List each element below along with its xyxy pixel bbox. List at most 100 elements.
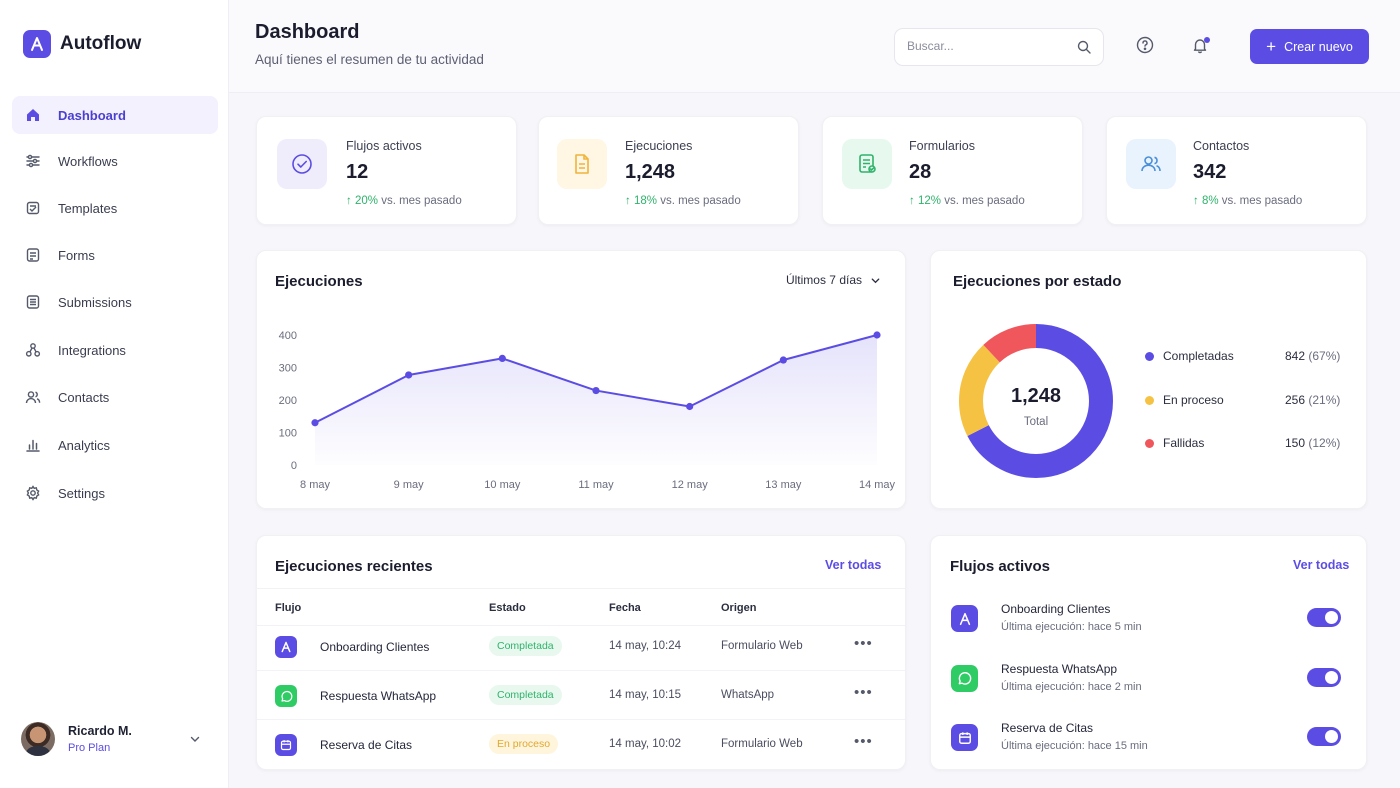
stat-change: ↑ 12% vs. mes pasado [909,195,1025,207]
sidebar-item-integrations[interactable]: Integrations [12,331,218,369]
legend-item-completed: Completadas 842 (67%) [1145,348,1345,366]
create-new-button[interactable]: + Crear nuevo [1250,29,1369,64]
execution-origin: Formulario Web [721,738,803,750]
sidebar-item-label: Contacts [58,389,110,405]
chevron-down-icon[interactable] [189,732,201,750]
column-header-status[interactable]: Estado [489,602,526,614]
y-tick-label: 100 [279,428,297,440]
donut-total-value: 1,248 [1010,385,1062,407]
sidebar-item-templates[interactable]: Templates [12,189,218,227]
stat-label: Contactos [1193,139,1250,153]
form-check-icon [842,139,892,189]
flow-last-run: Última ejecución: hace 15 min [1001,740,1148,752]
active-flows-card: Flujos activos Ver todas Onboarding Clie… [930,535,1367,770]
column-header-flow[interactable]: Flujo [275,602,302,614]
recent-executions-card: Ejecuciones recientes Ver todas Flujo Es… [256,535,906,770]
stat-card-flows[interactable]: Flujos activos 12 ↑ 20% vs. mes pasado [256,116,517,225]
search-box [894,28,1104,66]
executions-chart-title: Ejecuciones [275,273,363,290]
stat-change: ↑ 18% vs. mes pasado [625,195,741,207]
donut-total-label: Total [1023,416,1049,428]
sidebar-item-label: Templates [58,200,118,216]
stat-card-executions[interactable]: Ejecuciones 1,248 ↑ 18% vs. mes pasado [538,116,799,225]
stat-card-forms[interactable]: Formularios 28 ↑ 12% vs. mes pasado [822,116,1083,225]
table-row[interactable]: Reserva de Citas En proceso 14 may, 10:0… [257,720,905,769]
search-input[interactable] [907,39,1067,53]
sidebar-item-label: Workflows [58,153,118,169]
active-flows-see-all-link[interactable]: Ver todas [1293,558,1350,572]
brand[interactable]: Autoflow [23,30,141,58]
x-tick-label: 10 may [484,479,521,491]
range-select[interactable]: Últimos 7 días [786,273,881,287]
table-row[interactable]: Onboarding Clientes Completada 14 may, 1… [257,622,905,671]
page-title: Dashboard [255,21,360,43]
x-tick-label: 12 may [672,479,709,491]
notification-dot [1204,37,1210,43]
document-icon [557,139,607,189]
legend-dot [1145,396,1154,405]
flow-toggle[interactable] [1307,668,1341,687]
sidebar-item-settings[interactable]: Settings [12,474,218,512]
data-point [873,331,881,339]
flow-toggle[interactable] [1307,608,1341,627]
recent-see-all-link[interactable]: Ver todas [825,558,882,572]
more-options-icon[interactable]: ••• [854,684,873,701]
sidebar-item-dashboard[interactable]: Dashboard [12,96,218,134]
table-header [257,588,905,626]
stat-value: 1,248 [625,161,676,183]
table-row[interactable]: Respuesta WhatsApp Completada 14 may, 10… [257,671,905,720]
stat-change: ↑ 8% vs. mes pasado [1193,195,1303,207]
list-item[interactable]: Respuesta WhatsApp Última ejecución: hac… [931,657,1366,705]
calendar-icon [951,724,978,751]
search-icon[interactable] [1077,40,1091,59]
sidebar: Autoflow Dashboard Workflows Templates F… [0,0,229,788]
plus-icon: + [1266,37,1277,56]
execution-origin: Formulario Web [721,640,803,652]
sidebar-item-analytics[interactable]: Analytics [12,426,218,464]
x-tick-label: 8 may [300,479,330,491]
avatar [21,722,55,756]
stat-change: ↑ 20% vs. mes pasado [346,195,462,207]
contacts-icon [25,389,41,405]
y-tick-label: 300 [279,363,297,375]
flow-toggle[interactable] [1307,727,1341,746]
stat-card-contacts[interactable]: Contactos 342 ↑ 8% vs. mes pasado [1106,116,1367,225]
page-subtitle: Aquí tienes el resumen de tu actividad [255,52,484,67]
flow-last-run: Última ejecución: hace 5 min [1001,621,1142,633]
sidebar-item-submissions[interactable]: Submissions [12,283,218,321]
column-header-date[interactable]: Fecha [609,602,641,614]
home-icon [25,107,41,123]
flow-name: Onboarding Clientes [1001,602,1111,616]
column-header-origin[interactable]: Origen [721,602,757,614]
list-item[interactable]: Reserva de Citas Última ejecución: hace … [931,716,1366,764]
whatsapp-icon [951,665,978,692]
bell-icon [1191,36,1209,59]
sidebar-item-forms[interactable]: Forms [12,236,218,274]
list-item[interactable]: Onboarding Clientes Última ejecución: ha… [931,597,1366,645]
x-tick-label: 9 may [394,479,424,491]
active-flows-title: Flujos activos [950,558,1051,575]
autoflow-icon [951,605,978,632]
donut-slice [959,324,1113,478]
legend-name: Fallidas [1163,436,1205,450]
notifications-button[interactable] [1189,36,1211,58]
legend-name: Completadas [1163,349,1234,363]
user-profile[interactable]: Ricardo M. Pro Plan [21,720,211,758]
data-point [311,419,319,427]
legend-value: 150 (12%) [1285,436,1341,450]
more-options-icon[interactable]: ••• [854,733,873,750]
help-button[interactable] [1134,36,1156,58]
stat-label: Flujos activos [346,139,422,153]
sidebar-item-workflows[interactable]: Workflows [12,142,218,180]
user-name: Ricardo M. [68,724,132,738]
sidebar-item-label: Integrations [58,342,126,358]
legend-value: 842 (67%) [1285,349,1341,363]
autoflow-logo-icon [23,30,51,58]
x-tick-label: 14 may [859,479,896,491]
more-options-icon[interactable]: ••• [854,635,873,652]
execution-date: 14 may, 10:15 [609,689,682,701]
sidebar-item-contacts[interactable]: Contacts [12,378,218,416]
submissions-icon [25,294,41,310]
calendar-icon [275,734,297,756]
status-badge: En proceso [489,734,559,754]
